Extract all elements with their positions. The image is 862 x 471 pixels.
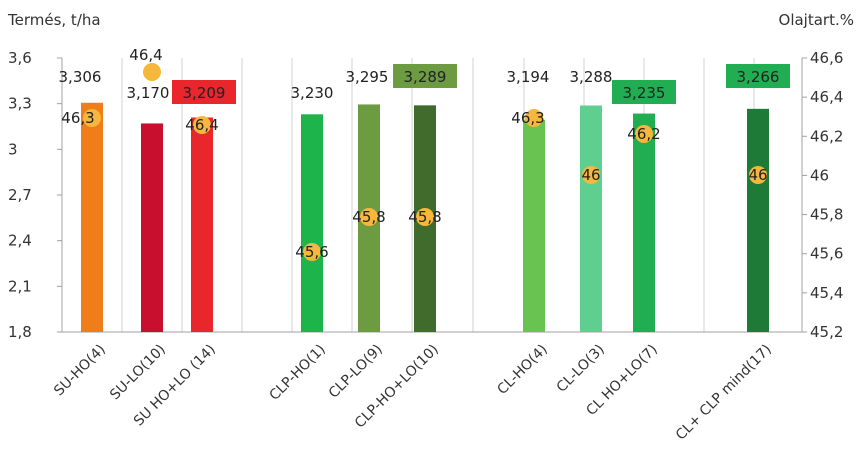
yield-label: 3,289 bbox=[404, 68, 447, 86]
label-box bbox=[172, 80, 236, 104]
yield-label: 3,235 bbox=[623, 84, 666, 102]
category-label: CL+ CLP mind(17) bbox=[673, 342, 775, 444]
bar bbox=[141, 123, 163, 332]
oil-marker bbox=[83, 109, 101, 127]
oil-label: 46 bbox=[581, 166, 600, 184]
oil-label: 46,4 bbox=[185, 116, 218, 134]
category-label: CLP-HO(1) bbox=[267, 342, 329, 404]
left-tick-label: 2,7 bbox=[8, 186, 32, 204]
yield-label: 3,306 bbox=[59, 68, 102, 86]
left-tick-label: 2,4 bbox=[8, 232, 32, 250]
right-tick-label: 46,6 bbox=[810, 49, 843, 67]
oil-marker bbox=[416, 208, 434, 226]
label-box bbox=[393, 64, 457, 88]
label-box bbox=[726, 64, 790, 88]
yield-label: 3,266 bbox=[737, 68, 780, 86]
oil-marker bbox=[143, 63, 161, 81]
oil-label: 45,6 bbox=[295, 243, 328, 261]
left-axis-title: Termés, t/ha bbox=[7, 11, 101, 29]
right-tick-label: 46 bbox=[810, 166, 829, 184]
yield-label: 3,194 bbox=[507, 68, 550, 86]
oil-label: 46,4 bbox=[129, 46, 162, 64]
label-box bbox=[612, 80, 676, 104]
right-tick-label: 45,8 bbox=[810, 206, 843, 224]
category-label: CLP-LO(9) bbox=[326, 342, 386, 402]
bar bbox=[81, 102, 103, 333]
bar bbox=[580, 105, 602, 332]
right-tick-label: 45,4 bbox=[810, 284, 843, 302]
oil-marker bbox=[525, 109, 543, 127]
oil-marker bbox=[360, 208, 378, 226]
oil-label: 46,3 bbox=[511, 109, 544, 127]
bar bbox=[633, 113, 655, 332]
oil-label: 46 bbox=[748, 166, 767, 184]
oil-marker bbox=[749, 166, 767, 184]
category-label: SU-HO(4) bbox=[51, 342, 109, 400]
right-axis-title: Olajtart.% bbox=[779, 11, 854, 29]
yield-label: 3,295 bbox=[346, 68, 389, 86]
oil-label: 46,2 bbox=[627, 125, 660, 143]
left-tick-label: 2,1 bbox=[8, 277, 32, 295]
oil-marker bbox=[303, 243, 321, 261]
right-tick-label: 46,2 bbox=[810, 127, 843, 145]
left-tick-label: 3,6 bbox=[8, 49, 32, 67]
right-tick-label: 46,4 bbox=[810, 88, 843, 106]
yield-label: 3,230 bbox=[291, 84, 334, 102]
category-label: CL-HO(4) bbox=[494, 342, 550, 398]
oil-label: 45,8 bbox=[352, 208, 385, 226]
bar bbox=[191, 117, 213, 332]
left-tick-label: 3 bbox=[8, 140, 18, 158]
oil-markers bbox=[83, 63, 767, 261]
category-label: CL-LO(3) bbox=[554, 342, 608, 396]
right-tick-label: 45,6 bbox=[810, 245, 843, 263]
left-tick-label: 3,3 bbox=[8, 95, 32, 113]
data-labels: 3,306 46,3 3,170 46,4 3,209 46,4 3,230 45,6 3,29… bbox=[59, 46, 790, 261]
oil-marker bbox=[193, 116, 211, 134]
yield-label: 3,209 bbox=[183, 84, 226, 102]
category-labels: SU-HO(4)SU-LO(10)SU HO+LO (14) CLP-HO(1)C… bbox=[51, 342, 775, 444]
oil-label: 46,3 bbox=[61, 109, 94, 127]
bar bbox=[301, 114, 323, 332]
bar bbox=[523, 119, 545, 333]
oil-marker bbox=[635, 125, 653, 143]
oil-marker bbox=[582, 166, 600, 184]
right-tick-label: 45,2 bbox=[810, 323, 843, 341]
left-tick-label: 1,8 bbox=[8, 323, 32, 341]
bar bbox=[747, 108, 769, 332]
yield-label: 3,288 bbox=[570, 68, 613, 86]
yield-label: 3,170 bbox=[127, 84, 170, 102]
oil-label: 45,8 bbox=[408, 208, 441, 226]
